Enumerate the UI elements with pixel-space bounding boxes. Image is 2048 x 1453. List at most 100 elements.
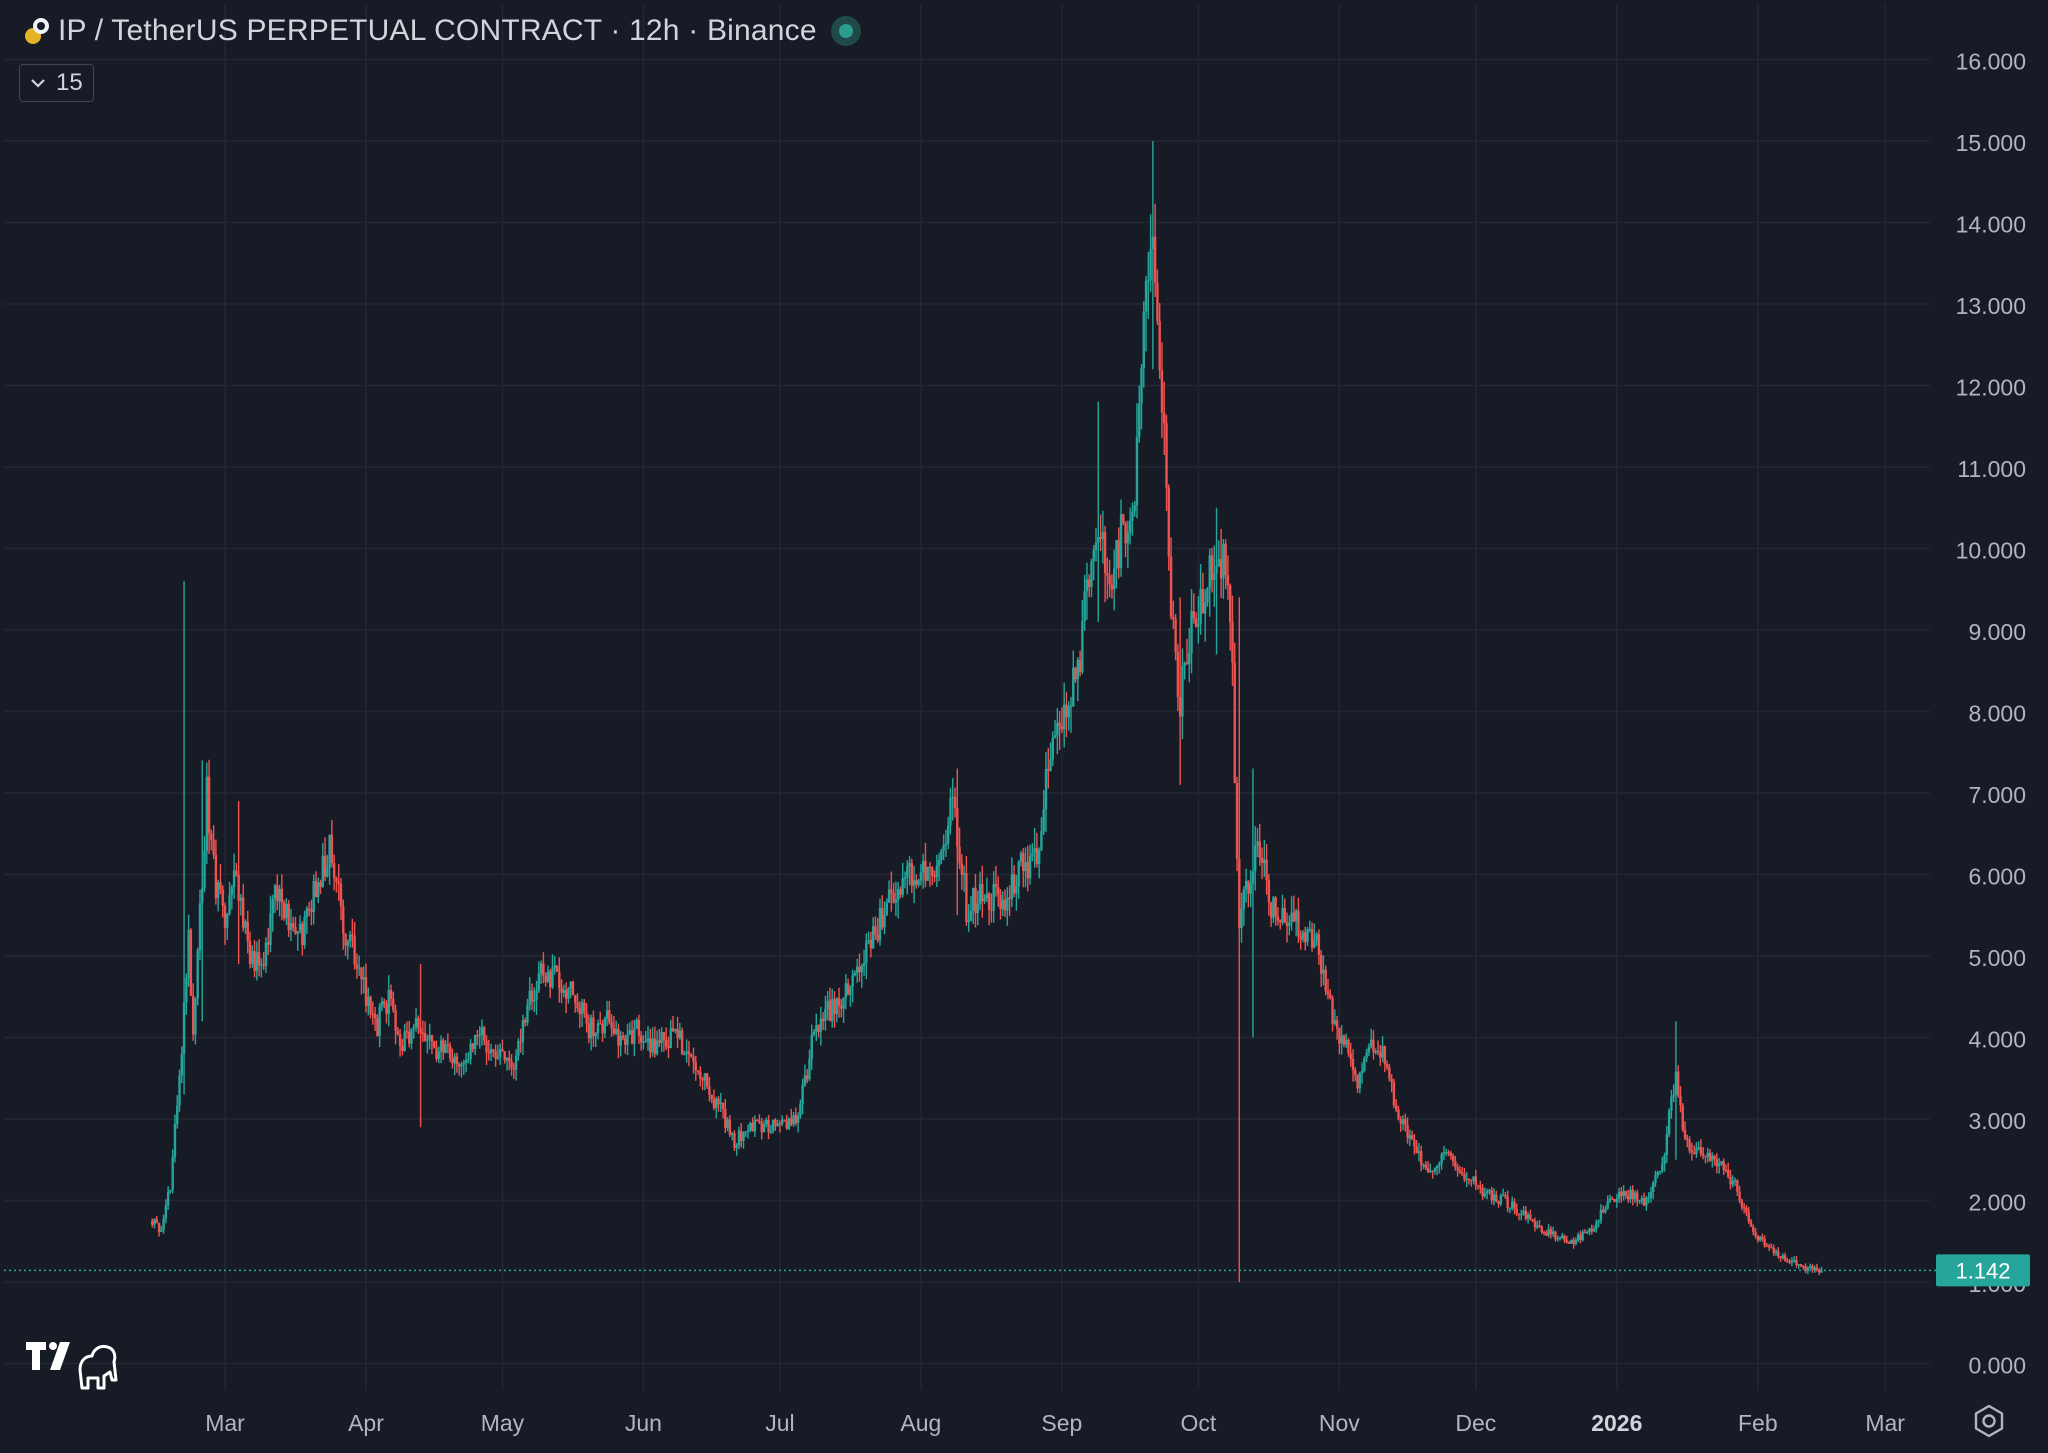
candle-body <box>1531 1219 1534 1222</box>
y-tick-label: 0.000 <box>1968 1353 2026 1379</box>
candle-body <box>421 1032 425 1035</box>
candle-body <box>1674 1071 1678 1095</box>
candle-body <box>1206 588 1209 603</box>
y-tick-label: 12.000 <box>1956 375 2026 401</box>
candle-body <box>990 909 993 911</box>
candle-body <box>260 964 263 966</box>
gear-icon[interactable] <box>1971 1403 2007 1444</box>
candle-body <box>867 940 870 942</box>
candle-body <box>1026 862 1029 879</box>
candle-body <box>301 923 304 945</box>
candle-body <box>1388 1067 1391 1079</box>
candle-body <box>1495 1194 1498 1202</box>
candle-body <box>639 1035 643 1043</box>
candle-body <box>1376 1051 1380 1053</box>
candle-body <box>972 887 975 911</box>
candle-body <box>1329 993 1332 999</box>
candle-body <box>551 967 554 988</box>
candle-body <box>314 881 318 898</box>
candle-body <box>1363 1058 1366 1071</box>
candle-body <box>1681 1105 1684 1130</box>
candle-body <box>542 963 545 976</box>
candle-body <box>612 1028 616 1034</box>
candle-body <box>653 1038 657 1054</box>
candle-body <box>1304 932 1307 943</box>
symbol-legend[interactable]: IP / TetherUS PERPETUAL CONTRACT · 12h ·… <box>22 14 861 48</box>
candle-body <box>1483 1193 1487 1197</box>
candle-body <box>435 1047 438 1059</box>
time-axis[interactable]: Mar Apr May Jun Jul Aug Sep Oct Nov Dec 2026 Feb Mar <box>205 1410 1905 1436</box>
tradingview-logo-icon[interactable] <box>24 1336 120 1397</box>
candle-body <box>831 999 834 1022</box>
candle-body <box>1554 1231 1557 1239</box>
symbol-title[interactable]: IP / TetherUS PERPETUAL CONTRACT · 12h ·… <box>58 14 817 47</box>
candle-body <box>1333 1020 1337 1024</box>
candle-body <box>1176 652 1180 698</box>
candle-body <box>687 1051 691 1055</box>
candle-body <box>505 1057 509 1061</box>
candle-body <box>683 1053 686 1055</box>
candle-body <box>1731 1180 1734 1185</box>
candle-body <box>933 875 936 878</box>
y-tick-label: 11.000 <box>1957 456 2026 482</box>
candle-body <box>1062 704 1066 730</box>
candle-body <box>1203 602 1207 614</box>
candle-body <box>1215 566 1218 574</box>
candle-body <box>1683 1129 1687 1139</box>
last-price-label: 1.142 <box>1955 1258 2010 1283</box>
candle-body <box>433 1041 436 1048</box>
candle-body <box>1513 1201 1516 1210</box>
y-tick-label: 9.000 <box>1968 619 2026 645</box>
candle-body <box>1422 1164 1425 1166</box>
candle-body <box>1481 1187 1484 1197</box>
candle-body <box>1679 1095 1682 1106</box>
candle-body <box>940 850 943 861</box>
candle-body <box>1158 321 1161 371</box>
candle-body <box>257 952 261 966</box>
candle-body <box>1310 929 1314 948</box>
candle-body <box>1276 916 1280 921</box>
candle-body <box>835 998 838 1015</box>
candle-body <box>237 874 240 901</box>
price-axis[interactable]: 0.0001.0002.0003.0004.0005.0006.0007.000… <box>1956 49 2026 1379</box>
candle-body <box>1133 505 1136 512</box>
candle-body <box>1197 623 1200 627</box>
candle-body <box>962 873 966 875</box>
candle-body <box>1017 861 1020 887</box>
candle-body <box>1297 910 1300 937</box>
candle-body <box>1404 1119 1407 1125</box>
y-tick-label: 13.000 <box>1956 293 2026 319</box>
candle-body <box>1224 543 1227 576</box>
candle-body <box>380 1001 384 1007</box>
candle-body <box>428 1034 431 1040</box>
candle-body <box>1617 1191 1621 1199</box>
candle-body <box>978 883 982 904</box>
candle-body <box>1574 1240 1578 1244</box>
candle-body <box>1697 1147 1700 1149</box>
candle-body <box>942 845 945 851</box>
candle-body <box>931 867 934 876</box>
x-tick-label: Dec <box>1455 1410 1496 1436</box>
candle-body <box>323 855 327 877</box>
candle-body <box>785 1120 788 1129</box>
candle-body <box>1517 1213 1521 1215</box>
candle-body <box>1727 1169 1730 1177</box>
candle-body <box>1324 969 1327 992</box>
candle-body <box>601 1024 604 1034</box>
indicators-toggle-button[interactable]: 15 <box>19 64 94 102</box>
candle-body <box>480 1027 484 1035</box>
candle-body <box>862 963 866 967</box>
candle-body <box>255 952 259 971</box>
candle-body <box>994 884 998 888</box>
candle-body <box>1081 621 1084 673</box>
candle-body <box>958 846 961 864</box>
candle-body <box>312 881 315 912</box>
candle-body <box>1147 280 1150 282</box>
candle-body <box>267 942 270 945</box>
market-status-icon[interactable] <box>830 16 861 46</box>
candle-body <box>392 998 395 1011</box>
candle-body <box>1708 1152 1712 1161</box>
candle-body <box>1736 1180 1739 1192</box>
